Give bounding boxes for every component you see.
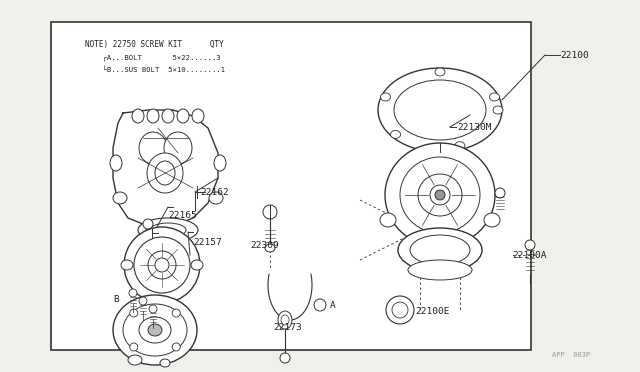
Text: 22162: 22162: [200, 187, 228, 196]
Text: 22100: 22100: [560, 51, 589, 60]
Ellipse shape: [280, 353, 290, 363]
Ellipse shape: [155, 161, 175, 185]
Ellipse shape: [164, 132, 192, 164]
Ellipse shape: [162, 109, 174, 123]
Ellipse shape: [148, 324, 162, 336]
Ellipse shape: [455, 142, 465, 150]
Text: 22165: 22165: [168, 211, 196, 219]
Ellipse shape: [435, 190, 445, 200]
Ellipse shape: [150, 223, 186, 237]
Ellipse shape: [435, 68, 445, 76]
Ellipse shape: [177, 109, 189, 123]
Text: 22130M: 22130M: [457, 122, 492, 131]
Ellipse shape: [493, 106, 503, 114]
Ellipse shape: [132, 109, 144, 123]
Ellipse shape: [124, 227, 200, 303]
Ellipse shape: [209, 192, 223, 204]
Ellipse shape: [121, 260, 133, 270]
Ellipse shape: [484, 213, 500, 227]
Ellipse shape: [430, 185, 450, 205]
Ellipse shape: [436, 158, 444, 166]
Ellipse shape: [392, 302, 408, 318]
Text: B: B: [113, 295, 119, 305]
Ellipse shape: [148, 251, 176, 279]
Ellipse shape: [394, 80, 486, 140]
Ellipse shape: [525, 240, 535, 250]
Ellipse shape: [134, 237, 190, 293]
Text: 22309: 22309: [250, 241, 279, 250]
Ellipse shape: [385, 143, 495, 247]
Ellipse shape: [378, 68, 502, 152]
Ellipse shape: [410, 235, 470, 265]
Text: 22173: 22173: [273, 324, 301, 333]
Ellipse shape: [386, 296, 414, 324]
Ellipse shape: [172, 309, 180, 317]
Ellipse shape: [129, 289, 137, 297]
Ellipse shape: [390, 131, 401, 138]
Ellipse shape: [495, 188, 505, 198]
Ellipse shape: [418, 174, 462, 216]
Ellipse shape: [400, 157, 480, 233]
Text: 22157: 22157: [193, 237, 221, 247]
Text: NOTE) 22750 SCREW KIT      QTY: NOTE) 22750 SCREW KIT QTY: [85, 40, 224, 49]
Bar: [51, 22, 531, 350]
Ellipse shape: [139, 317, 171, 343]
Ellipse shape: [265, 244, 275, 252]
Ellipse shape: [314, 299, 326, 311]
Ellipse shape: [490, 93, 499, 101]
Ellipse shape: [147, 153, 183, 193]
Text: 22100E: 22100E: [415, 308, 449, 317]
Ellipse shape: [192, 109, 204, 123]
Text: A: A: [330, 301, 336, 310]
Ellipse shape: [128, 355, 142, 365]
Ellipse shape: [398, 228, 482, 272]
Ellipse shape: [281, 315, 289, 325]
Ellipse shape: [139, 132, 167, 164]
Ellipse shape: [113, 192, 127, 204]
Ellipse shape: [138, 218, 198, 242]
Ellipse shape: [147, 109, 159, 123]
Text: 22100A: 22100A: [512, 250, 547, 260]
Ellipse shape: [139, 297, 147, 305]
Ellipse shape: [408, 260, 472, 280]
Ellipse shape: [263, 205, 277, 219]
Ellipse shape: [143, 219, 153, 229]
Ellipse shape: [381, 93, 390, 101]
Text: ┌A...BOLT       5×22......3: ┌A...BOLT 5×22......3: [85, 54, 221, 61]
Ellipse shape: [214, 155, 226, 171]
Ellipse shape: [191, 260, 203, 270]
Ellipse shape: [123, 304, 187, 356]
Ellipse shape: [110, 155, 122, 171]
Ellipse shape: [278, 311, 292, 329]
Ellipse shape: [149, 305, 157, 313]
Ellipse shape: [380, 213, 396, 227]
Text: └B...SUS BOLT  5×10........1: └B...SUS BOLT 5×10........1: [85, 66, 225, 73]
Ellipse shape: [172, 343, 180, 351]
Ellipse shape: [113, 295, 197, 365]
Ellipse shape: [130, 309, 138, 317]
Text: APP  003P: APP 003P: [552, 352, 590, 358]
Ellipse shape: [160, 359, 170, 367]
Ellipse shape: [130, 343, 138, 351]
Ellipse shape: [155, 258, 169, 272]
